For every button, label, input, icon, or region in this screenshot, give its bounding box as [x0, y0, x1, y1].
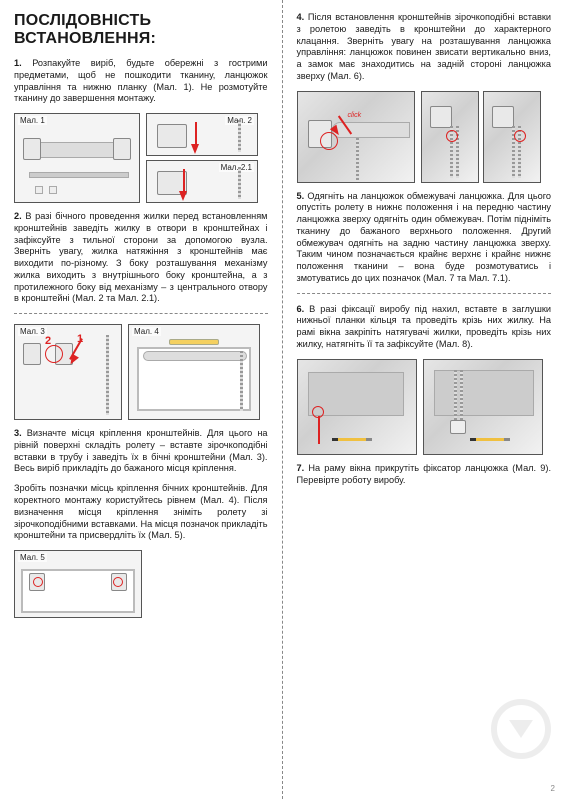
step-4-text: 4. Після встановлення кронштейнів зірочк…: [297, 12, 552, 83]
fig-caption: Мал. 5: [18, 553, 47, 562]
fig-row-4: Мал. 6 click Мал. 7: [297, 91, 552, 183]
fig-caption: Мал. 4: [132, 327, 161, 336]
step-6-text: 6. В разі фіксації виробу під нахил, вст…: [297, 304, 552, 351]
figure-6: Мал. 6 click: [297, 91, 415, 183]
figure-2-1: Мал. 2.1: [146, 160, 258, 203]
fig-caption: Мал. 2.1: [219, 163, 254, 172]
fig-caption: Мал. 3: [18, 327, 47, 336]
figure-7: Мал. 7: [421, 91, 479, 183]
download-watermark-icon: [491, 699, 551, 759]
step-7-text: 7. На раму вікна прикрутіть фіксатор лан…: [297, 463, 552, 487]
figure-1: Мал. 1: [14, 113, 140, 203]
fig-row-3: Мал. 5: [14, 550, 268, 618]
fig-row-2: Мал. 3 2 1 Мал. 4: [14, 324, 268, 420]
figure-4: Мал. 4: [128, 324, 260, 420]
fig-caption: Мал. 1: [18, 116, 47, 125]
figure-8: Мал. 8: [297, 359, 417, 455]
figure-5: Мал. 5: [14, 550, 142, 618]
step-3b-text: Зробіть позначки місць кріплення бічних …: [14, 483, 268, 542]
fig-row-1: Мал. 1 Мал. 2 Мал. 2.1: [14, 113, 268, 203]
page-number: 2: [551, 784, 555, 793]
figure-7-1: Мал. 7.1: [483, 91, 541, 183]
step-1-text: 1. Розпакуйте виріб, будьте обережні з г…: [14, 58, 268, 105]
page-title: ПОСЛІДОВНІСТЬ ВСТАНОВЛЕННЯ:: [14, 12, 268, 48]
figure-2: Мал. 2: [146, 113, 258, 156]
step-2-text: 2. В разі бічного проведення жилки перед…: [14, 211, 268, 305]
click-label: click: [348, 112, 362, 119]
step-5-text: 5. Одягніть на ланцюжок обмежувачі ланцю…: [297, 191, 552, 285]
fig-row-5: Мал. 8 Мал. 9: [297, 359, 552, 455]
figure-3: Мал. 3 2 1: [14, 324, 122, 420]
step-3a-text: 3. Визначте місця кріплення кронштейнів.…: [14, 428, 268, 475]
figure-9: Мал. 9: [423, 359, 543, 455]
